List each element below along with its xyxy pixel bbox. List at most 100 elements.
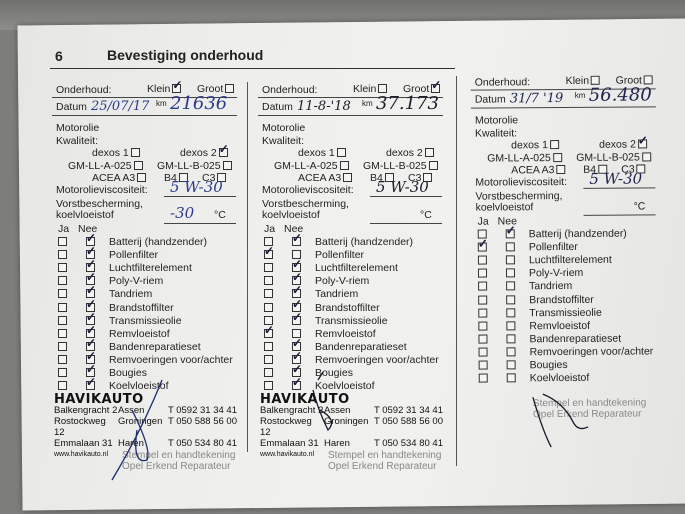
- klein-checkbox[interactable]: [378, 84, 388, 93]
- ja-checkbox[interactable]: [477, 268, 488, 278]
- b4-checkbox[interactable]: [384, 173, 394, 182]
- groot-option: Groot: [197, 83, 235, 95]
- acea-a3-checkbox[interactable]: [137, 173, 147, 182]
- ja-checkbox[interactable]: [478, 321, 488, 331]
- nee-checkbox[interactable]: [292, 231, 302, 246]
- acea-a3-checkbox[interactable]: [343, 173, 353, 182]
- gm-ll-a-025-checkbox[interactable]: [339, 161, 349, 170]
- c3-checkbox[interactable]: [217, 173, 227, 182]
- ja-checkbox[interactable]: [477, 255, 487, 265]
- ja-checkbox[interactable]: [58, 328, 67, 338]
- checklist-row: Transmissieolie: [262, 310, 388, 327]
- date-value[interactable]: 31/7 '19: [509, 91, 564, 107]
- dealer-stamp: HAVIKAUTO Balkengracht 2 Assen T 0592 31 34…: [260, 393, 443, 460]
- km-label: km: [156, 97, 167, 109]
- ja-checkbox[interactable]: [264, 263, 273, 273]
- c3-checkbox[interactable]: [423, 173, 433, 182]
- dexos1-option: dexos 1: [511, 139, 559, 151]
- label-b4: B4: [164, 172, 177, 184]
- ja-checkbox[interactable]: [264, 289, 273, 299]
- nee-checkbox[interactable]: [506, 373, 516, 383]
- ja-checkbox[interactable]: [478, 308, 488, 318]
- groot-checkbox[interactable]: [225, 84, 235, 93]
- dexos2-checkbox[interactable]: [637, 139, 647, 149]
- datum-label: Datum: [56, 101, 87, 113]
- ja-checkbox[interactable]: [58, 315, 67, 325]
- gm-ll-a-025-checkbox[interactable]: [133, 161, 143, 170]
- checklist-row: Pollenfilter: [56, 244, 158, 261]
- nee-checkbox[interactable]: [506, 294, 516, 304]
- nee-checkbox[interactable]: [506, 281, 516, 291]
- dexos1-checkbox[interactable]: [130, 148, 140, 157]
- viscosity-value[interactable]: 5 W-30: [376, 178, 429, 196]
- ja-checkbox[interactable]: [478, 334, 488, 344]
- nee-checkbox[interactable]: [506, 321, 516, 331]
- ja-checkbox[interactable]: [478, 360, 488, 370]
- ja-checkbox[interactable]: [264, 302, 273, 312]
- ja-checkbox[interactable]: [58, 368, 67, 377]
- km-value[interactable]: 56.480: [588, 84, 652, 106]
- ja-checkbox[interactable]: [58, 276, 67, 286]
- ja-checkbox[interactable]: [58, 289, 67, 299]
- viscosity-value[interactable]: 5 W-30: [170, 178, 223, 196]
- checklist-row: Bandenreparatieset: [56, 336, 201, 353]
- nee-checkbox[interactable]: [506, 360, 516, 370]
- ja-checkbox[interactable]: [264, 323, 274, 338]
- ja-checkbox[interactable]: [58, 263, 67, 273]
- dexos1-checkbox[interactable]: [549, 140, 559, 150]
- nee-checkbox[interactable]: [292, 310, 302, 325]
- ja-checkbox[interactable]: [264, 381, 273, 391]
- ja-checkbox[interactable]: [58, 381, 67, 391]
- ja-checkbox[interactable]: [58, 237, 67, 246]
- nee-checkbox[interactable]: [505, 255, 515, 265]
- ja-checkbox[interactable]: [264, 276, 273, 286]
- nee-checkbox[interactable]: [86, 375, 96, 391]
- km-value[interactable]: 37.173: [376, 93, 439, 114]
- date-value[interactable]: 25/07/17: [91, 99, 150, 114]
- gm-ll-b-025-checkbox[interactable]: [222, 161, 232, 170]
- klein-checkbox[interactable]: [172, 78, 182, 93]
- ja-checkbox[interactable]: [478, 347, 488, 357]
- frost-label: Vorstbescherming,: [56, 198, 143, 210]
- klein-checkbox[interactable]: [590, 75, 601, 85]
- frost-value[interactable]: -30: [170, 204, 195, 222]
- gm-ll-b-025-checkbox[interactable]: [641, 152, 651, 162]
- ja-checkbox[interactable]: [58, 302, 67, 312]
- klein-option: Klein: [353, 83, 388, 95]
- b4-checkbox[interactable]: [178, 173, 188, 182]
- ja-checkbox[interactable]: [264, 368, 273, 377]
- groot-checkbox[interactable]: [643, 75, 653, 85]
- acea-a3-checkbox[interactable]: [556, 164, 566, 175]
- km-value[interactable]: 21636: [170, 93, 228, 114]
- motorolie-heading: Motorolie: [262, 122, 305, 134]
- nee-checkbox[interactable]: [506, 334, 516, 344]
- checklist-row: Pollenfilter: [476, 241, 578, 254]
- ja-checkbox[interactable]: [477, 242, 487, 252]
- groot-checkbox[interactable]: [431, 78, 441, 93]
- gm-ll-a-025-checkbox[interactable]: [552, 153, 562, 163]
- nee-checkbox[interactable]: [505, 229, 515, 239]
- nee-checkbox[interactable]: [506, 307, 516, 318]
- viscosity-value[interactable]: 5 W-30: [589, 169, 643, 188]
- ja-checkbox[interactable]: [478, 295, 488, 305]
- nee-checkbox[interactable]: [505, 242, 515, 252]
- nee-checkbox[interactable]: [505, 268, 516, 278]
- dexos2-checkbox[interactable]: [218, 142, 229, 157]
- gm-ll-b-025-checkbox[interactable]: [428, 161, 438, 170]
- stamp-city: Assen: [323, 405, 351, 416]
- ja-checkbox[interactable]: [478, 281, 488, 291]
- onderhoud-row: Onderhoud:: [262, 84, 317, 96]
- ja-checkbox[interactable]: [58, 354, 67, 364]
- nee-checkbox[interactable]: [292, 375, 302, 391]
- dexos2-checkbox[interactable]: [424, 148, 434, 157]
- ja-checkbox[interactable]: [58, 250, 67, 260]
- ja-checkbox[interactable]: [264, 341, 273, 351]
- c3-option: C3: [202, 172, 227, 184]
- date-value[interactable]: 11-8-'18: [297, 99, 351, 114]
- nee-checkbox[interactable]: [506, 347, 516, 357]
- ja-checkbox[interactable]: [478, 373, 488, 383]
- ja-checkbox[interactable]: [264, 354, 273, 364]
- ja-checkbox[interactable]: [264, 244, 274, 260]
- ja-checkbox[interactable]: [58, 341, 67, 351]
- dexos1-checkbox[interactable]: [336, 148, 346, 157]
